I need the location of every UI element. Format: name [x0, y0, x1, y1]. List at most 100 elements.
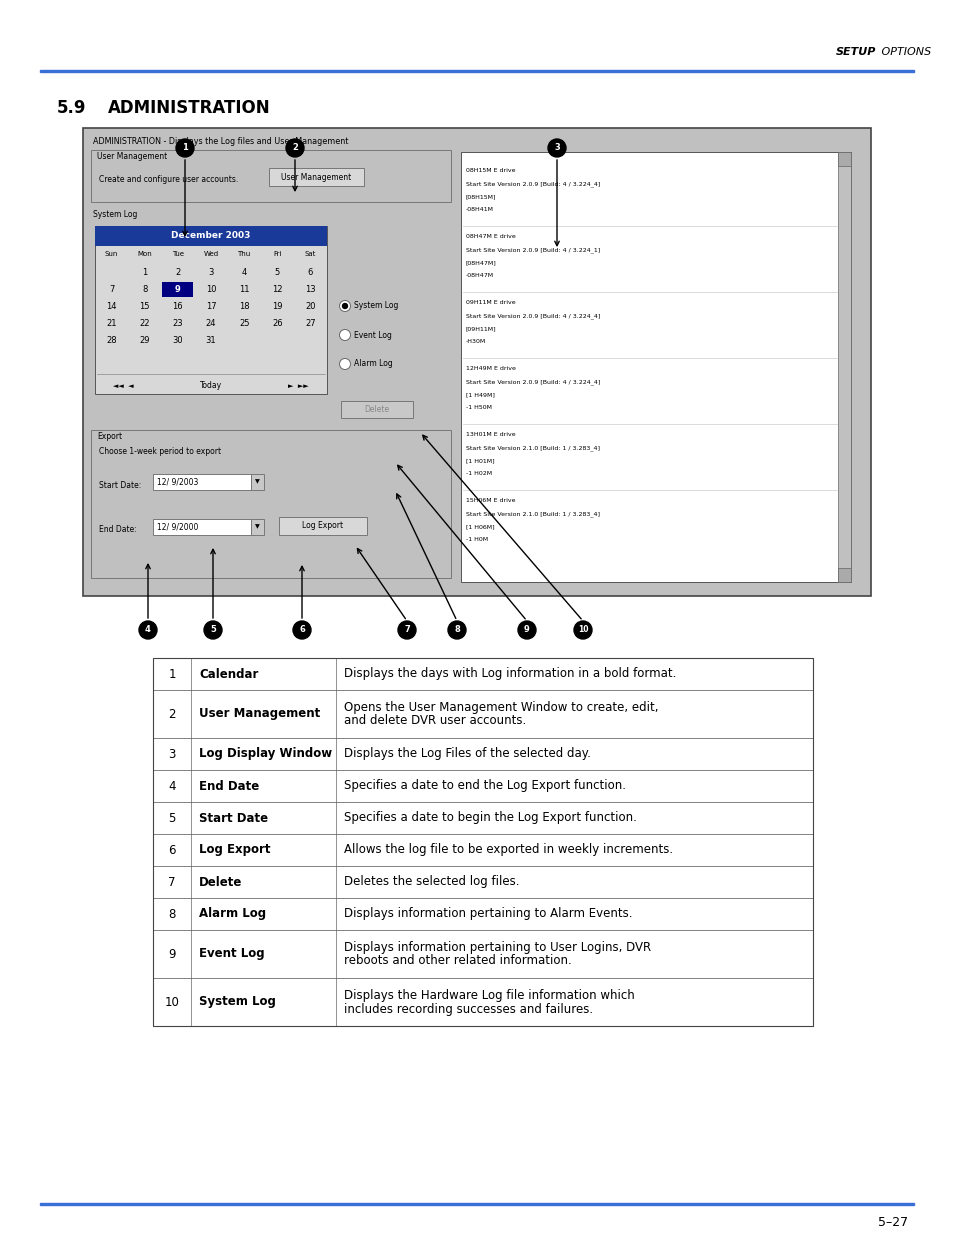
Text: Choose 1-week period to export: Choose 1-week period to export [99, 447, 221, 457]
Bar [152, 739, 812, 769]
Text: 27: 27 [305, 319, 315, 329]
Text: 21: 21 [106, 319, 116, 329]
Bar [251, 519, 264, 535]
Text: 10: 10 [578, 625, 588, 635]
Circle shape [175, 140, 193, 157]
Text: 9: 9 [523, 625, 529, 635]
Bar [269, 168, 364, 186]
Bar [83, 128, 870, 597]
Text: 5: 5 [168, 811, 175, 825]
Text: 24: 24 [206, 319, 216, 329]
Bar [91, 430, 451, 578]
Bar [91, 149, 451, 203]
Circle shape [293, 621, 311, 638]
Text: Opens the User Management Window to create, edit,: Opens the User Management Window to crea… [344, 700, 658, 714]
Text: System Log: System Log [354, 301, 398, 310]
Circle shape [517, 621, 536, 638]
Bar [152, 658, 812, 1026]
Text: Log Export: Log Export [199, 844, 271, 857]
Bar [95, 226, 327, 246]
Text: Specifies a date to begin the Log Export function.: Specifies a date to begin the Log Export… [344, 811, 637, 825]
Text: Alarm Log: Alarm Log [199, 908, 266, 920]
Circle shape [204, 621, 222, 638]
Text: ADMINISTRATION: ADMINISTRATION [108, 99, 271, 117]
Text: End Date: End Date [199, 779, 259, 793]
Text: Thu: Thu [237, 251, 251, 257]
Text: Start Site Version 2.0.9 [Build: 4 / 3.224_4]: Start Site Version 2.0.9 [Build: 4 / 3.2… [465, 312, 599, 319]
Text: Export: Export [97, 432, 122, 441]
Text: Start Site Version 2.0.9 [Build: 4 / 3.224_1]: Start Site Version 2.0.9 [Build: 4 / 3.2… [465, 247, 599, 253]
Text: 12/ 9/2003: 12/ 9/2003 [157, 478, 198, 487]
Text: 15: 15 [139, 303, 150, 311]
Text: Displays the Log Files of the selected day.: Displays the Log Files of the selected d… [344, 747, 590, 761]
Bar [152, 519, 251, 535]
Text: Event Log: Event Log [354, 331, 392, 340]
Circle shape [547, 140, 565, 157]
Bar [837, 152, 850, 582]
Text: 9: 9 [168, 947, 175, 961]
Text: 6: 6 [308, 268, 313, 277]
Text: Start Site Version 2.1.0 [Build: 1 / 3.283_4]: Start Site Version 2.1.0 [Build: 1 / 3.2… [465, 445, 599, 451]
Text: Log Display Window: Log Display Window [199, 747, 332, 761]
Text: [08H15M]: [08H15M] [465, 194, 496, 199]
Bar [152, 866, 812, 898]
Circle shape [339, 330, 350, 341]
Bar [152, 802, 812, 834]
Text: [1 H49M]: [1 H49M] [465, 391, 495, 396]
Text: reboots and other related information.: reboots and other related information. [344, 955, 571, 967]
Text: User Management: User Management [199, 708, 320, 720]
Bar [152, 690, 812, 739]
Text: 23: 23 [172, 319, 183, 329]
Text: Displays the Hardware Log file information which: Displays the Hardware Log file informati… [344, 988, 634, 1002]
Text: 16: 16 [172, 303, 183, 311]
Text: Delete: Delete [199, 876, 242, 888]
Text: Displays information pertaining to Alarm Events.: Displays information pertaining to Alarm… [344, 908, 632, 920]
Circle shape [339, 300, 350, 311]
Bar [152, 834, 812, 866]
Bar [152, 474, 251, 490]
Text: [08H47M]: [08H47M] [465, 261, 497, 266]
Text: SETUP: SETUP [835, 47, 875, 57]
Text: -1 H0M: -1 H0M [465, 537, 488, 542]
Bar [152, 658, 812, 690]
Text: System Log: System Log [92, 210, 137, 219]
Text: -08H47M: -08H47M [465, 273, 494, 278]
Text: Sat: Sat [304, 251, 315, 257]
Text: 30: 30 [172, 336, 183, 345]
Text: Displays information pertaining to User Logins, DVR: Displays information pertaining to User … [344, 941, 651, 953]
Text: 5.9: 5.9 [57, 99, 87, 117]
Text: 26: 26 [272, 319, 282, 329]
Text: 2: 2 [168, 708, 175, 720]
Text: 1: 1 [142, 268, 147, 277]
Text: 5–27: 5–27 [877, 1215, 907, 1229]
Text: Alarm Log: Alarm Log [354, 359, 393, 368]
Text: 7: 7 [404, 625, 410, 635]
Bar [152, 930, 812, 978]
Bar [95, 226, 327, 394]
Text: 28: 28 [106, 336, 117, 345]
Text: 3: 3 [208, 268, 213, 277]
Bar [40, 1203, 913, 1205]
Text: Mon: Mon [137, 251, 152, 257]
Text: Tue: Tue [172, 251, 184, 257]
Text: 8: 8 [142, 285, 148, 294]
Text: includes recording successes and failures.: includes recording successes and failure… [344, 1003, 593, 1015]
Text: Deletes the selected log files.: Deletes the selected log files. [344, 876, 519, 888]
Text: 08H47M E drive: 08H47M E drive [465, 233, 516, 240]
Circle shape [448, 621, 465, 638]
Text: ►  ►►: ► ►► [288, 383, 309, 389]
Text: 2: 2 [292, 143, 297, 152]
Text: User Management: User Management [97, 152, 167, 161]
Text: 2: 2 [175, 268, 180, 277]
Text: Create and configure user accounts.: Create and configure user accounts. [99, 175, 238, 184]
Text: Specifies a date to end the Log Export function.: Specifies a date to end the Log Export f… [344, 779, 625, 793]
Text: Wed: Wed [203, 251, 218, 257]
Bar [152, 769, 812, 802]
Text: 1: 1 [168, 667, 175, 680]
Bar [837, 152, 850, 165]
Text: ▼: ▼ [254, 479, 259, 484]
Text: 31: 31 [206, 336, 216, 345]
Bar [460, 152, 850, 582]
Text: 12H49M E drive: 12H49M E drive [465, 366, 516, 370]
Text: Calendar: Calendar [199, 667, 258, 680]
